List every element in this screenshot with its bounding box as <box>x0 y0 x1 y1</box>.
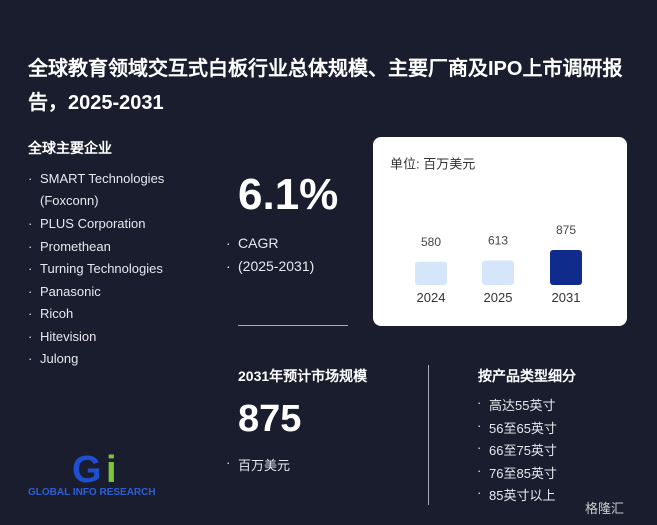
bar <box>415 261 447 285</box>
market-unit: 百万美元 <box>226 455 290 474</box>
segments-heading: 按产品类型细分 <box>478 368 576 384</box>
segment-item: 76至85英寸 <box>477 463 557 482</box>
bar <box>550 250 582 285</box>
company-item: Turning Technologies <box>28 258 163 280</box>
cagr-value: 6.1% <box>238 170 339 219</box>
x-tick-label: 2024 <box>417 290 446 305</box>
company-item: Ricoh <box>28 303 73 325</box>
market-value: 875 <box>238 398 302 440</box>
title: 全球教育领域交互式白板行业总体规模、主要厂商及IPO上市调研报告，2025-20… <box>28 58 623 114</box>
logo-text: GLOBAL INFO RESEARCH <box>28 487 156 498</box>
company-item: Promethean <box>28 236 111 258</box>
x-tick-label: 2031 <box>552 290 581 305</box>
chart-subtitle: 单位: 百万美元 <box>390 156 475 171</box>
segment-item: 56至65英寸 <box>477 418 557 437</box>
segment-item: 66至75英寸 <box>477 440 557 459</box>
value-label: 580 <box>421 235 441 249</box>
segment-item: 高达55英寸 <box>477 395 556 414</box>
logo-icon: G i <box>72 449 117 488</box>
value-label: 875 <box>556 223 576 237</box>
market-heading: 2031年预计市场规模 <box>238 368 368 384</box>
company-item: Julong <box>28 348 78 370</box>
company-item: Panasonic <box>28 281 101 303</box>
cagr-label: CAGR <box>226 235 279 251</box>
company-item: PLUS Corporation <box>28 213 145 235</box>
companies-heading: 全球主要企业 <box>28 140 112 156</box>
company-item: Hitevision <box>28 326 96 348</box>
svg-text:G: G <box>72 449 102 488</box>
bar <box>482 260 514 285</box>
segment-item: 85英寸以上 <box>477 485 556 504</box>
x-tick-label: 2025 <box>484 290 513 305</box>
svg-text:i: i <box>106 449 117 488</box>
chart: 单位: 百万美元 580 2024 613 2025 875 2031 <box>390 156 582 305</box>
chart-card: 单位: 百万美元 580 2024 613 2025 875 2031 <box>373 137 627 326</box>
value-label: 613 <box>488 233 508 247</box>
divider <box>238 325 348 326</box>
vertical-divider <box>428 365 429 505</box>
cagr-period: (2025-2031) <box>226 258 314 274</box>
company-item: SMART Technologies (Foxconn) <box>28 168 180 212</box>
watermark: 格隆汇 <box>585 501 625 516</box>
